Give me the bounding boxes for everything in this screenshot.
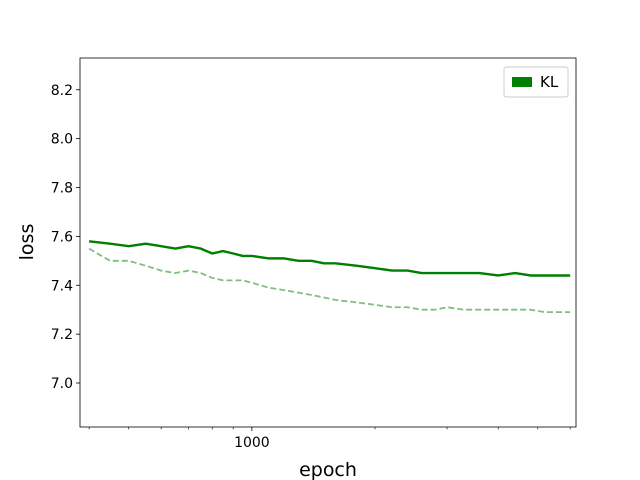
y-tick-label: 7.4 <box>51 278 73 294</box>
legend: KL <box>503 66 569 98</box>
legend-box <box>503 66 569 98</box>
x-axis-label: epoch <box>299 459 357 480</box>
x-tick-label: 1000 <box>234 435 270 451</box>
y-tick-label: 7.6 <box>51 229 73 245</box>
y-tick-label: 8.0 <box>51 132 73 148</box>
legend-swatch <box>512 77 532 87</box>
y-tick-label: 7.0 <box>51 376 73 392</box>
y-tick-label: 7.2 <box>51 327 73 343</box>
kl-series-line <box>88 240 571 277</box>
legend-label: KL <box>540 73 559 91</box>
plot-frame <box>79 57 577 428</box>
y-axis-label: loss <box>16 224 38 261</box>
y-tick-label: 7.8 <box>51 181 73 197</box>
plot-area <box>80 58 576 427</box>
y-tick-label: 8.2 <box>51 83 73 99</box>
dashed-series-line <box>88 247 571 314</box>
